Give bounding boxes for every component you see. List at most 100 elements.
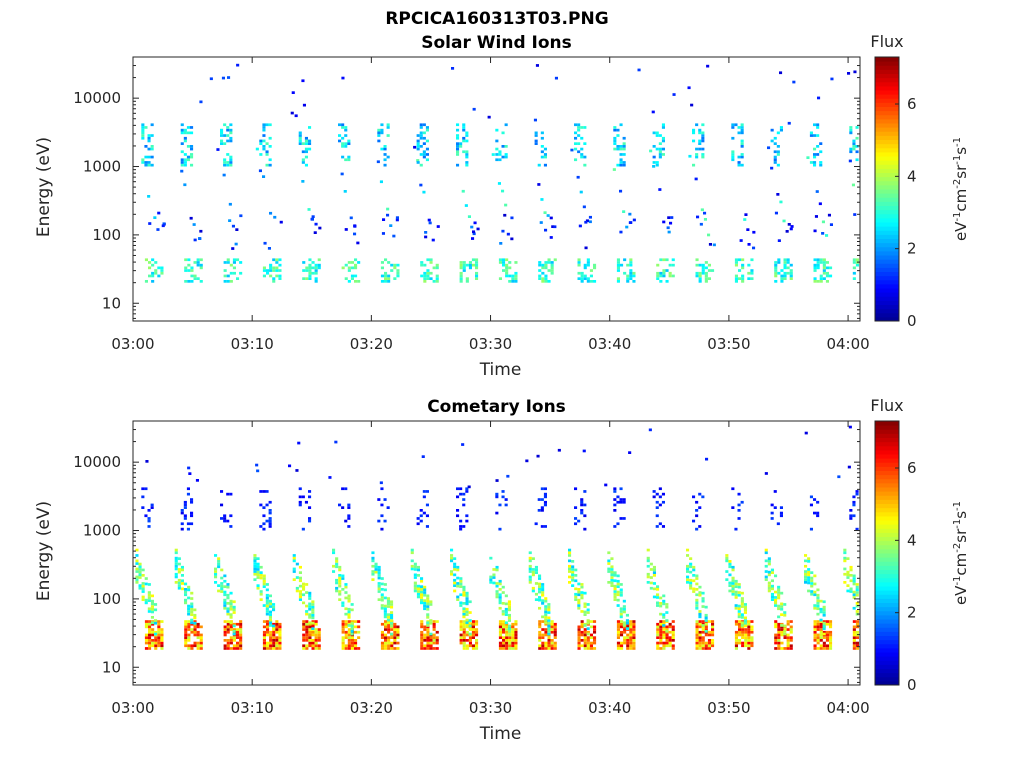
- spectrogram-cell: [534, 142, 538, 145]
- spectrogram-cell: [574, 487, 578, 491]
- spectrogram-cell: [554, 76, 558, 80]
- spectrogram-cell: [350, 644, 354, 648]
- spectrogram-cell: [308, 630, 312, 634]
- spectrogram-cell: [741, 636, 745, 639]
- spectrogram-cell: [695, 153, 699, 156]
- spectrogram-cell: [338, 579, 342, 583]
- spectrogram-cell: [308, 490, 312, 493]
- spectrogram-cell: [658, 487, 662, 491]
- spectrogram-cell: [144, 161, 148, 164]
- spectrogram-cell: [738, 625, 742, 629]
- spectrogram-cell: [301, 150, 305, 154]
- spectrogram-cell: [852, 606, 856, 610]
- spectrogram-cell: [239, 636, 243, 639]
- spectrogram-cell: [268, 158, 272, 162]
- spectrogram-cell: [507, 603, 511, 606]
- spectrogram-cell: [577, 590, 581, 594]
- spectrogram-cell: [266, 630, 270, 634]
- spectrogram-cell: [262, 647, 266, 650]
- spectrogram-cell: [190, 621, 194, 625]
- spectrogram-cell: [232, 647, 236, 650]
- spectrogram-cell: [737, 517, 741, 520]
- spectrogram-cell: [819, 628, 823, 631]
- spectrogram-cell: [354, 266, 358, 270]
- spectrogram-cell: [852, 639, 856, 642]
- spectrogram-cell: [665, 611, 669, 614]
- spectrogram-cell: [822, 258, 826, 262]
- spectrogram-cell: [341, 145, 345, 148]
- spectrogram-cell: [317, 258, 321, 262]
- colorbar-segment: [875, 250, 899, 256]
- spectrogram-cell: [574, 517, 578, 520]
- spectrogram-cell: [610, 584, 614, 587]
- spectrogram-cell: [855, 625, 859, 629]
- spectrogram-cell: [199, 280, 203, 283]
- spectrogram-cell: [141, 136, 145, 140]
- spectrogram-cell: [226, 153, 230, 156]
- spectrogram-cell: [704, 619, 708, 622]
- spectrogram-cell: [491, 153, 495, 156]
- spectrogram-cell: [580, 147, 584, 151]
- spectrogram-cell: [226, 612, 230, 616]
- spectrogram-cell: [232, 605, 236, 609]
- spectrogram-cell: [616, 628, 620, 631]
- spectrogram-cell: [764, 564, 768, 568]
- spectrogram-cell: [278, 258, 282, 262]
- spectrogram-cell: [773, 490, 777, 493]
- spectrogram-cell: [291, 91, 295, 94]
- spectrogram-cell: [475, 620, 479, 623]
- spectrogram-cell: [148, 274, 152, 278]
- spectrogram-cell: [593, 263, 597, 267]
- spectrogram-cell: [144, 647, 148, 650]
- spectrogram-cell: [262, 579, 266, 583]
- spectrogram-cell: [298, 595, 302, 599]
- spectrogram-cell: [816, 280, 820, 283]
- spectrogram-cell: [425, 514, 429, 518]
- solar-wind-x-tick-label: 03:10: [231, 335, 274, 353]
- spectrogram-cell: [731, 579, 735, 583]
- spectrogram-cell: [338, 134, 342, 137]
- spectrogram-cell: [816, 500, 820, 504]
- spectrogram-cell: [582, 449, 586, 453]
- spectrogram-cell: [259, 525, 263, 528]
- spectrogram-cell: [855, 150, 859, 154]
- spectrogram-cell: [632, 639, 636, 642]
- spectrogram-cell: [658, 522, 662, 526]
- spectrogram-cell: [583, 163, 587, 167]
- spectrogram-cell: [737, 607, 741, 611]
- spectrogram-cell: [344, 644, 348, 648]
- spectrogram-cell: [619, 593, 623, 597]
- spectrogram-cell: [305, 612, 309, 616]
- spectrogram-cell: [711, 633, 715, 637]
- colorbar-title: Flux: [870, 396, 903, 415]
- spectrogram-cell: [550, 641, 554, 645]
- spectrogram-cell: [384, 625, 388, 629]
- spectrogram-cell: [495, 495, 499, 499]
- spectrogram-cell: [392, 234, 396, 238]
- spectrogram-cell: [501, 602, 505, 605]
- solar-wind-y-tick-label: 10000: [73, 89, 121, 107]
- spectrogram-cell: [829, 274, 833, 278]
- spectrogram-cell: [543, 211, 547, 214]
- spectrogram-cell: [852, 574, 856, 578]
- spectrogram-cell: [383, 612, 387, 616]
- spectrogram-cell: [311, 621, 315, 625]
- spectrogram-cell: [462, 593, 466, 597]
- spectrogram-cell: [429, 644, 433, 648]
- colorbar-tick-label: 2: [907, 240, 917, 258]
- spectrogram-cell: [786, 622, 790, 626]
- spectrogram-cell: [135, 581, 139, 584]
- spectrogram-cell: [846, 584, 850, 587]
- spectrogram-cell: [390, 621, 394, 625]
- spectrogram-cell: [147, 517, 151, 520]
- spectrogram-cell: [450, 570, 454, 573]
- spectrogram-cell: [144, 633, 148, 637]
- spectrogram-cell: [655, 147, 659, 151]
- spectrogram-cell: [620, 647, 624, 650]
- spectrogram-cell: [810, 576, 814, 580]
- spectrogram-cell: [580, 155, 584, 159]
- spectrogram-cell: [338, 576, 342, 580]
- spectrogram-cell: [538, 596, 542, 599]
- spectrogram-cell: [583, 628, 587, 631]
- spectrogram-cell: [226, 163, 230, 167]
